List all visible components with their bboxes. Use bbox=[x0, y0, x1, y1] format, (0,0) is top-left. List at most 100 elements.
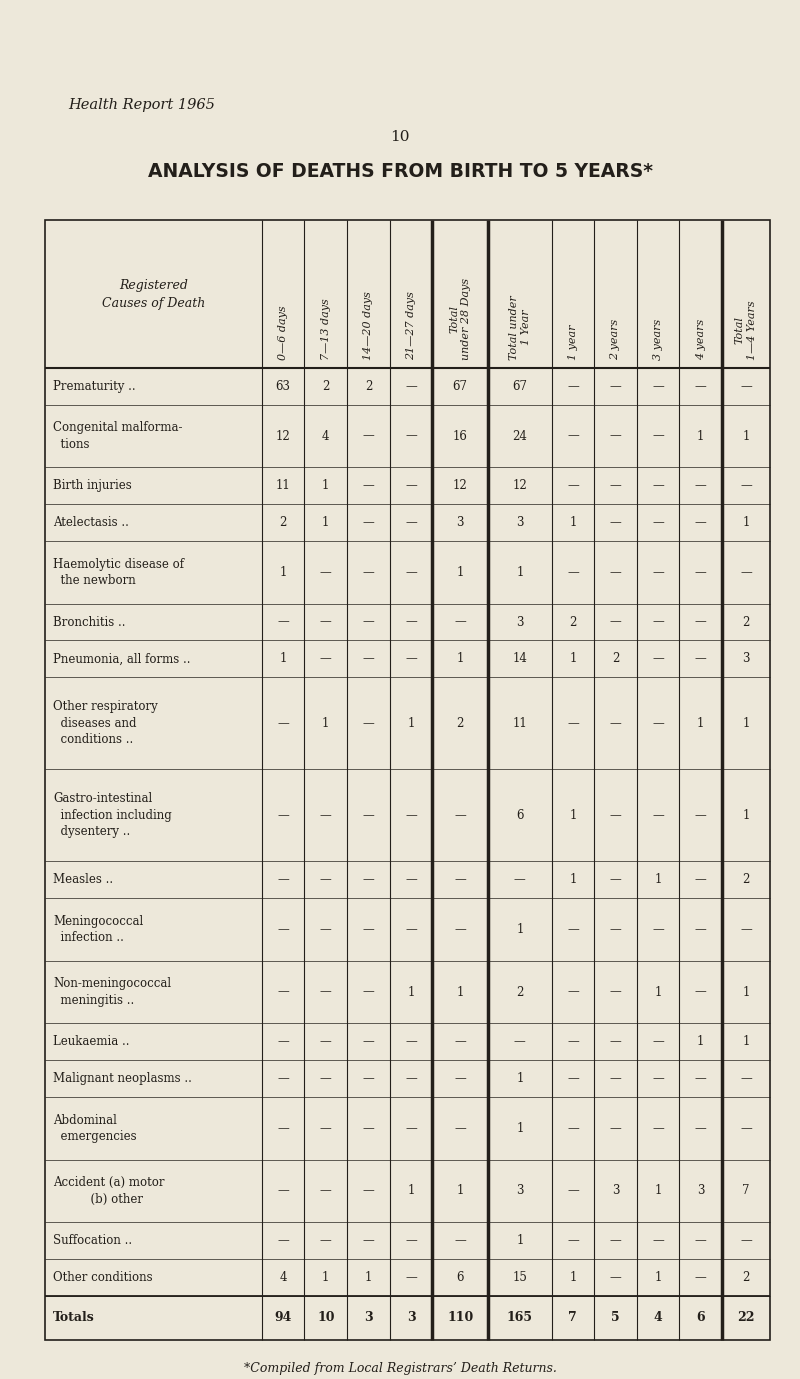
Text: —: — bbox=[278, 1121, 289, 1135]
Text: Total
under 28 Days: Total under 28 Days bbox=[449, 279, 471, 360]
Text: Total
1—4 Years: Total 1—4 Years bbox=[734, 301, 757, 360]
Text: —: — bbox=[695, 1271, 706, 1284]
Text: 2: 2 bbox=[516, 986, 523, 998]
Text: —: — bbox=[405, 873, 417, 887]
Text: 21—27 days: 21—27 days bbox=[406, 291, 416, 360]
Text: —: — bbox=[514, 873, 526, 887]
Text: —: — bbox=[567, 1071, 578, 1085]
Text: —: — bbox=[610, 516, 622, 530]
Text: 3: 3 bbox=[406, 1311, 415, 1324]
Text: —: — bbox=[652, 379, 664, 393]
Text: —: — bbox=[278, 1036, 289, 1048]
Text: —: — bbox=[320, 1071, 332, 1085]
Text: —: — bbox=[695, 565, 706, 579]
Text: —: — bbox=[567, 1185, 578, 1197]
Text: Congenital malforma-
  tions: Congenital malforma- tions bbox=[53, 422, 182, 451]
Text: —: — bbox=[362, 986, 374, 998]
Text: 2: 2 bbox=[742, 1271, 750, 1284]
Text: 1: 1 bbox=[516, 565, 523, 579]
Text: —: — bbox=[695, 652, 706, 665]
Text: 2: 2 bbox=[457, 717, 464, 729]
Text: 1: 1 bbox=[654, 986, 662, 998]
Text: 1: 1 bbox=[516, 923, 523, 936]
Text: —: — bbox=[362, 1071, 374, 1085]
Text: 2: 2 bbox=[612, 652, 619, 665]
Text: —: — bbox=[652, 430, 664, 443]
Text: —: — bbox=[695, 809, 706, 822]
Text: —: — bbox=[405, 652, 417, 665]
Text: 1: 1 bbox=[697, 717, 704, 729]
Text: 1: 1 bbox=[457, 986, 464, 998]
Text: —: — bbox=[454, 1234, 466, 1247]
Text: —: — bbox=[652, 1234, 664, 1247]
Text: Gastro-intestinal
  infection including
  dysentery ..: Gastro-intestinal infection including dy… bbox=[53, 793, 172, 838]
Text: 1: 1 bbox=[569, 652, 577, 665]
Text: —: — bbox=[610, 1234, 622, 1247]
Text: Malignant neoplasms ..: Malignant neoplasms .. bbox=[53, 1071, 192, 1085]
Text: Registered
Causes of Death: Registered Causes of Death bbox=[102, 279, 205, 309]
Text: 3: 3 bbox=[612, 1185, 619, 1197]
Text: Measles ..: Measles .. bbox=[53, 873, 113, 887]
Text: —: — bbox=[320, 809, 332, 822]
Text: 67: 67 bbox=[512, 379, 527, 393]
Text: 0—6 days: 0—6 days bbox=[278, 305, 288, 360]
Text: —: — bbox=[610, 809, 622, 822]
Text: —: — bbox=[652, 565, 664, 579]
Text: —: — bbox=[652, 615, 664, 629]
Text: —: — bbox=[320, 1185, 332, 1197]
Text: 24: 24 bbox=[512, 430, 527, 443]
Text: —: — bbox=[454, 1036, 466, 1048]
Text: —: — bbox=[320, 1234, 332, 1247]
Text: —: — bbox=[405, 516, 417, 530]
Text: 15: 15 bbox=[512, 1271, 527, 1284]
Text: —: — bbox=[454, 873, 466, 887]
Text: —: — bbox=[362, 1036, 374, 1048]
Text: 4: 4 bbox=[322, 430, 330, 443]
Text: 3: 3 bbox=[742, 652, 750, 665]
Text: —: — bbox=[740, 1121, 752, 1135]
Text: 1: 1 bbox=[697, 1036, 704, 1048]
Text: 5: 5 bbox=[611, 1311, 620, 1324]
Text: 6: 6 bbox=[516, 809, 523, 822]
Text: 7: 7 bbox=[569, 1311, 578, 1324]
Text: 1: 1 bbox=[457, 565, 464, 579]
Text: —: — bbox=[405, 1121, 417, 1135]
Text: —: — bbox=[610, 873, 622, 887]
Text: 4: 4 bbox=[654, 1311, 662, 1324]
Text: —: — bbox=[278, 1071, 289, 1085]
Text: 1: 1 bbox=[742, 809, 750, 822]
Text: 4 years: 4 years bbox=[696, 319, 706, 360]
Text: —: — bbox=[320, 923, 332, 936]
Text: —: — bbox=[362, 923, 374, 936]
Text: —: — bbox=[362, 873, 374, 887]
Text: 1: 1 bbox=[654, 1185, 662, 1197]
Text: 3: 3 bbox=[457, 516, 464, 530]
Text: —: — bbox=[695, 923, 706, 936]
Text: 12: 12 bbox=[513, 480, 527, 492]
Text: 6: 6 bbox=[457, 1271, 464, 1284]
Text: —: — bbox=[405, 615, 417, 629]
Text: 7—13 days: 7—13 days bbox=[321, 298, 330, 360]
Text: —: — bbox=[405, 1071, 417, 1085]
Text: 7: 7 bbox=[742, 1185, 750, 1197]
Text: Other conditions: Other conditions bbox=[53, 1271, 153, 1284]
Text: —: — bbox=[278, 717, 289, 729]
Text: —: — bbox=[405, 923, 417, 936]
Text: 2: 2 bbox=[365, 379, 372, 393]
Text: —: — bbox=[278, 615, 289, 629]
Text: —: — bbox=[610, 379, 622, 393]
Text: —: — bbox=[362, 1234, 374, 1247]
Text: 10: 10 bbox=[390, 130, 410, 143]
Text: 11: 11 bbox=[276, 480, 290, 492]
Text: 1: 1 bbox=[569, 516, 577, 530]
Text: —: — bbox=[695, 1234, 706, 1247]
Text: —: — bbox=[362, 717, 374, 729]
Text: —: — bbox=[320, 652, 332, 665]
Text: 3: 3 bbox=[516, 516, 523, 530]
Text: —: — bbox=[740, 565, 752, 579]
Text: 3: 3 bbox=[364, 1311, 373, 1324]
Text: —: — bbox=[652, 480, 664, 492]
Text: —: — bbox=[740, 1071, 752, 1085]
Text: Pneumonia, all forms ..: Pneumonia, all forms .. bbox=[53, 652, 190, 665]
Text: —: — bbox=[278, 1234, 289, 1247]
